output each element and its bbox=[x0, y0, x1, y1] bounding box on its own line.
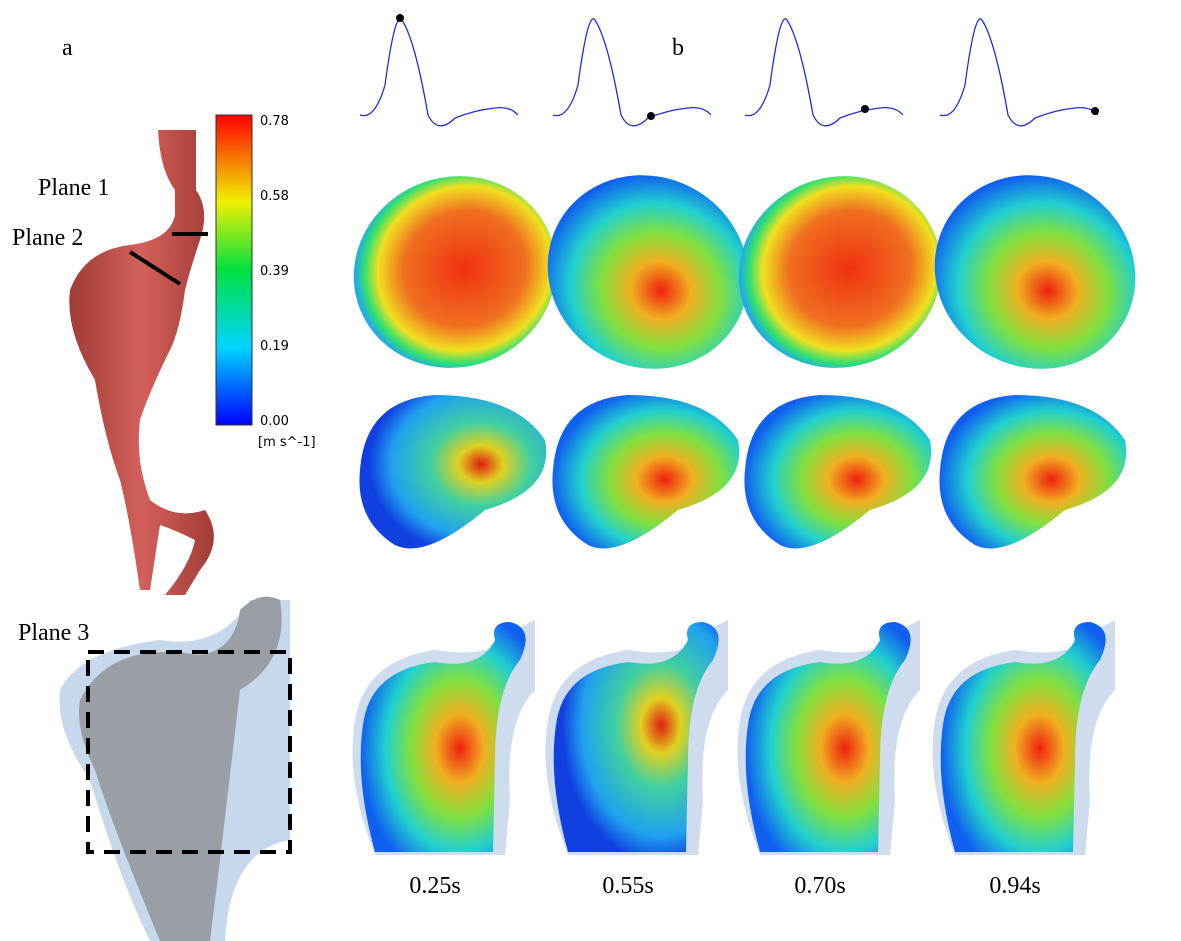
time-marker bbox=[396, 14, 404, 22]
time-label: 0.55s bbox=[602, 873, 653, 899]
colorbar-unit: [m s^-1] bbox=[258, 435, 316, 450]
time-label: 0.25s bbox=[409, 873, 460, 899]
time-label: 0.94s bbox=[989, 873, 1040, 899]
waveform bbox=[553, 19, 711, 126]
colorbar-tick-label: 0.19 bbox=[260, 339, 289, 354]
time-marker bbox=[1091, 107, 1099, 115]
time-column: 0.94s bbox=[899, 19, 1171, 899]
colorbar-tick-label: 0.39 bbox=[260, 264, 289, 279]
plane-label: Plane 3 bbox=[18, 620, 89, 646]
waveform bbox=[360, 19, 518, 126]
panel-label: b bbox=[672, 35, 684, 61]
colorbar bbox=[216, 115, 252, 425]
contour-plane-2 bbox=[939, 395, 1126, 548]
contour-plane-1 bbox=[712, 148, 969, 396]
time-column: 0.70s bbox=[712, 19, 969, 899]
contour-plane-2 bbox=[552, 395, 739, 548]
contour-plane-2 bbox=[744, 395, 931, 548]
time-label: 0.70s bbox=[794, 873, 845, 899]
plane-label: Plane 2 bbox=[12, 225, 83, 251]
figure: a b Plane 1 Plane 2 0.78 0.58 0.39 0.19 0.00… bbox=[0, 0, 1181, 941]
vessel-model-gray bbox=[59, 597, 290, 941]
panel-label: a bbox=[62, 35, 73, 61]
time-column: 0.25s bbox=[327, 14, 584, 899]
contour-plane-1 bbox=[899, 139, 1171, 406]
waveform bbox=[940, 19, 1098, 126]
contour-plane-1 bbox=[327, 148, 584, 396]
colorbar-tick-label: 0.00 bbox=[260, 414, 289, 429]
waveform bbox=[745, 19, 903, 126]
time-marker bbox=[861, 105, 869, 113]
plane-label: Plane 1 bbox=[38, 175, 109, 201]
colorbar-tick-label: 0.78 bbox=[260, 114, 289, 129]
time-marker bbox=[647, 112, 655, 120]
colorbar-tick-label: 0.58 bbox=[260, 189, 289, 204]
contour-plane-2 bbox=[359, 395, 546, 548]
